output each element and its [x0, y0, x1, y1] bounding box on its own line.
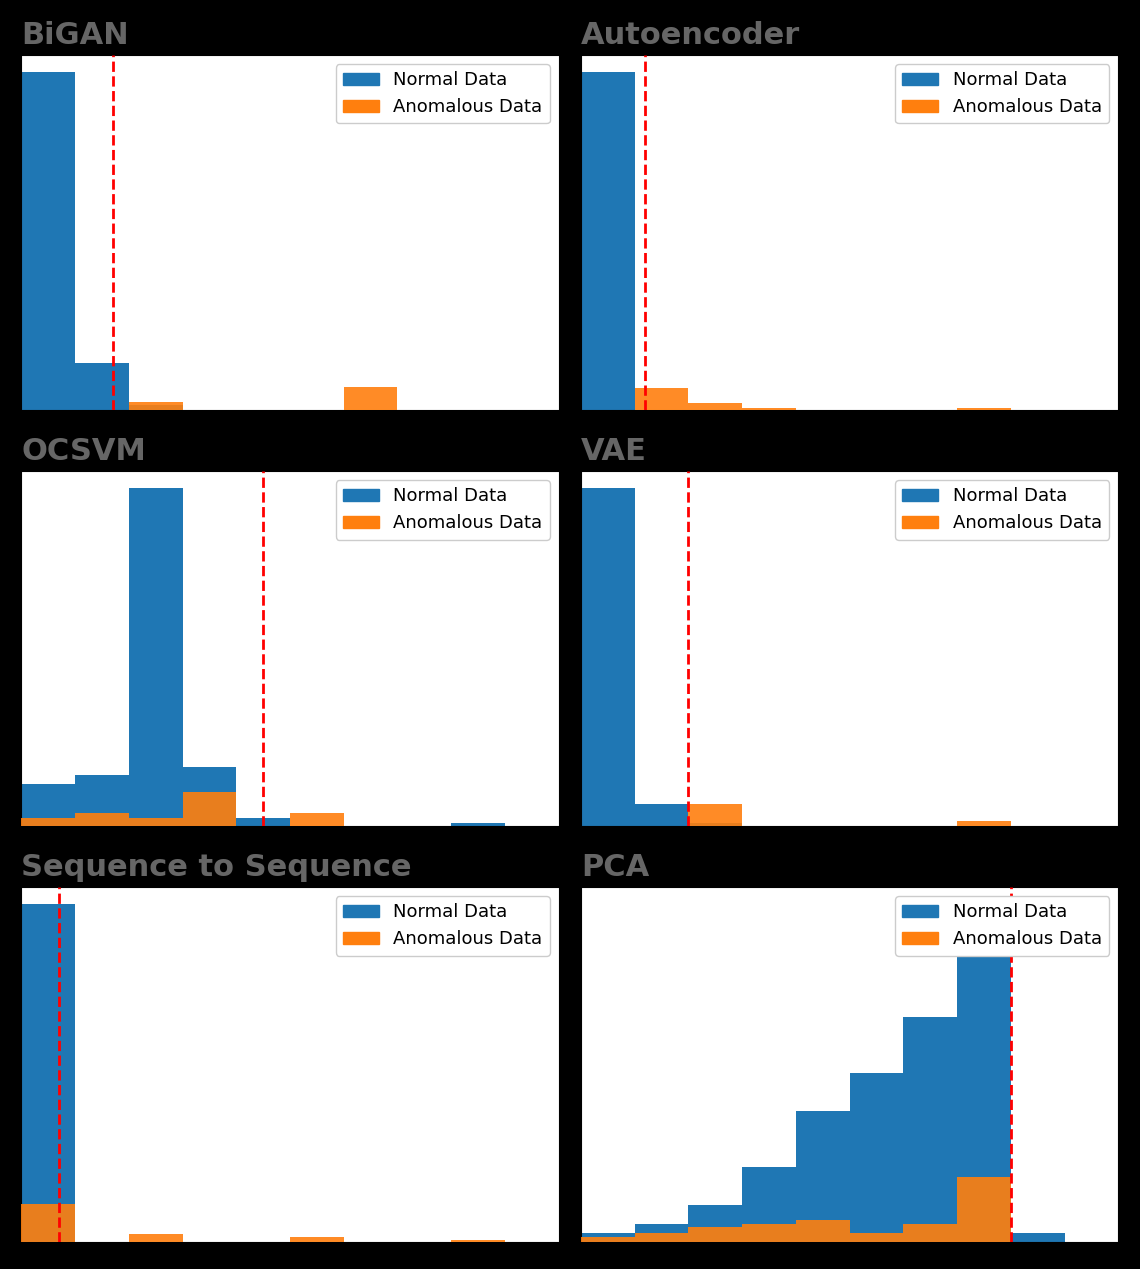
- Legend: Normal Data, Anomalous Data: Normal Data, Anomalous Data: [335, 63, 549, 123]
- Bar: [182, 792, 236, 826]
- Bar: [689, 1204, 742, 1242]
- Text: BiGAN: BiGAN: [22, 20, 129, 49]
- Bar: [75, 775, 129, 826]
- Bar: [451, 1240, 505, 1242]
- Legend: Normal Data, Anomalous Data: Normal Data, Anomalous Data: [335, 480, 549, 539]
- Bar: [689, 822, 742, 826]
- Bar: [129, 487, 182, 826]
- Text: Autoencoder: Autoencoder: [581, 20, 800, 49]
- Bar: [22, 1204, 75, 1242]
- Bar: [129, 405, 182, 410]
- Bar: [182, 766, 236, 826]
- Text: Sequence to Sequence: Sequence to Sequence: [22, 853, 412, 882]
- Bar: [635, 387, 689, 410]
- Bar: [635, 1233, 689, 1242]
- Bar: [635, 1223, 689, 1242]
- Bar: [581, 487, 635, 826]
- Bar: [1011, 1233, 1065, 1242]
- Text: OCSVM: OCSVM: [22, 437, 146, 466]
- Bar: [689, 404, 742, 410]
- Legend: Normal Data, Anomalous Data: Normal Data, Anomalous Data: [335, 896, 549, 956]
- Bar: [22, 72, 75, 410]
- Bar: [903, 1016, 958, 1242]
- Bar: [290, 1237, 344, 1242]
- Legend: Normal Data, Anomalous Data: Normal Data, Anomalous Data: [895, 480, 1109, 539]
- Bar: [958, 407, 1011, 410]
- Bar: [22, 817, 75, 826]
- Bar: [742, 1167, 796, 1242]
- Bar: [581, 1237, 635, 1242]
- Legend: Normal Data, Anomalous Data: Normal Data, Anomalous Data: [895, 896, 1109, 956]
- Bar: [903, 1223, 958, 1242]
- Bar: [849, 1074, 903, 1242]
- Text: VAE: VAE: [581, 437, 646, 466]
- Bar: [796, 1110, 849, 1242]
- Bar: [22, 904, 75, 1242]
- Bar: [129, 817, 182, 826]
- Bar: [451, 822, 505, 826]
- Bar: [958, 904, 1011, 1242]
- Bar: [849, 1233, 903, 1242]
- Bar: [344, 387, 398, 410]
- Bar: [22, 784, 75, 826]
- Bar: [635, 803, 689, 826]
- Bar: [129, 1233, 182, 1242]
- Bar: [290, 812, 344, 826]
- Bar: [742, 407, 796, 410]
- Bar: [581, 72, 635, 410]
- Bar: [958, 1176, 1011, 1242]
- Bar: [689, 1227, 742, 1242]
- Bar: [75, 812, 129, 826]
- Bar: [75, 363, 129, 410]
- Bar: [129, 402, 182, 410]
- Bar: [581, 1233, 635, 1242]
- Text: PCA: PCA: [581, 853, 649, 882]
- Bar: [236, 817, 290, 826]
- Bar: [796, 1220, 849, 1242]
- Legend: Normal Data, Anomalous Data: Normal Data, Anomalous Data: [895, 63, 1109, 123]
- Bar: [742, 1223, 796, 1242]
- Bar: [958, 821, 1011, 826]
- Bar: [689, 803, 742, 826]
